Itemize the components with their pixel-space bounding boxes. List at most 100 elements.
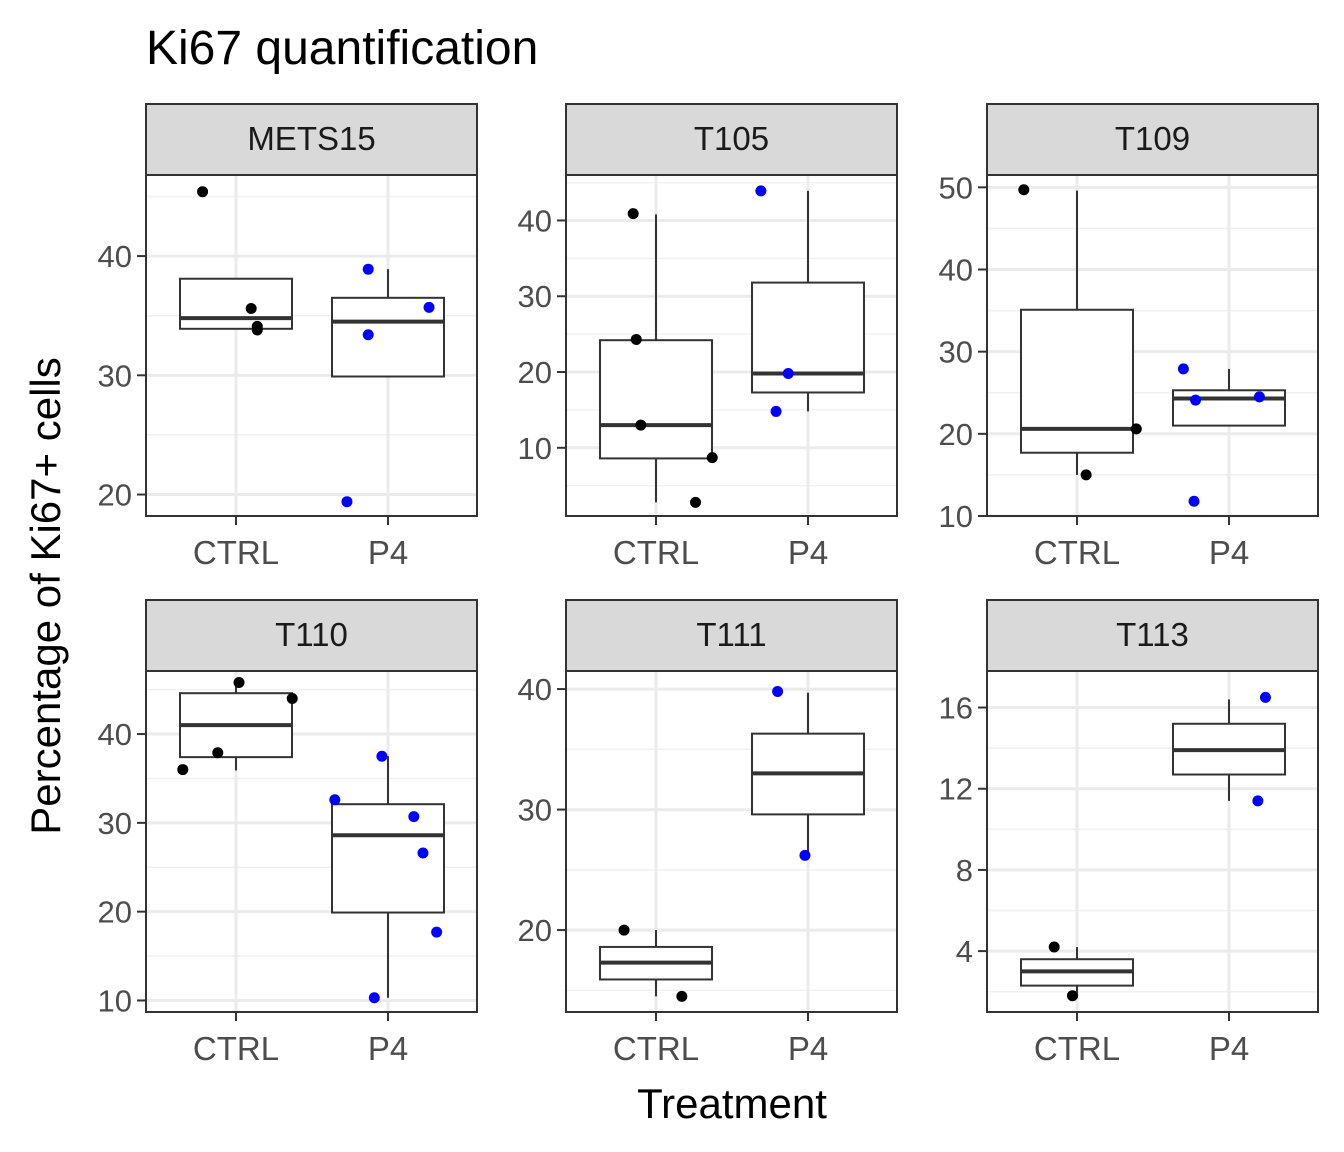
y-tick-label: 20 [98,478,132,513]
facet-strip [986,103,1319,176]
facet-label: T110 [275,616,348,653]
panel-border [565,670,898,1013]
facet-strip [145,103,478,176]
y-axis-label: Percentage of Ki67+ cells [22,357,69,834]
y-tick-label: 10 [939,499,973,534]
x-tick-label: P4 [788,1030,828,1067]
data-point [1177,363,1189,375]
panel-t109: T109 10 20 30 40 50 CTRL P4 [939,103,1319,571]
data-point [286,693,298,705]
x-tick-label: P4 [368,1030,408,1067]
data-point [799,849,811,861]
data-point [431,926,443,938]
data-point [368,992,380,1004]
data-point [627,208,639,220]
data-point [1190,394,1202,406]
box-p4 [751,190,865,412]
data-point [408,811,420,823]
box-p4 [331,756,445,998]
data-point [329,794,341,806]
x-tick-label: CTRL [613,534,699,571]
data-point [376,750,388,762]
y-tick-label: 40 [98,239,132,274]
data-point [245,303,257,315]
data-point [1018,184,1030,196]
data-point [362,263,374,275]
x-tick-label: CTRL [613,1030,699,1067]
data-point [630,333,642,345]
box-iqr [1020,308,1134,454]
y-tick-label: 20 [518,913,552,948]
facet-strip [565,103,898,176]
data-point [690,496,702,508]
facet-strip [565,599,898,672]
y-tick-label: 30 [939,335,973,370]
panel-t113: T113 4 8 12 16 CTRL P4 [939,599,1319,1067]
data-point [1253,391,1265,403]
panel-border [145,174,478,517]
y-tick-label: 40 [518,672,552,707]
panel-border [565,174,898,517]
box-ctrl [179,277,293,330]
panel-mets15: METS15 20 30 40 CTRL P4 [98,103,478,571]
data-point [676,990,688,1002]
data-point [1080,469,1092,481]
box-ctrl [599,214,713,503]
data-point [755,185,767,197]
box-p4 [1172,699,1286,801]
panel-t111: T111 20 30 40 CTRL P4 [518,599,898,1067]
facet-label: T113 [1116,616,1189,653]
y-tick-label: 30 [98,806,132,841]
facet-panels: METS15 20 30 40 CTRL P4 T105 10 20 30 40 CTRL P4 T109… [98,103,1319,1067]
facet-strip [986,599,1319,672]
x-tick-label: CTRL [193,534,279,571]
x-tick-label: P4 [788,534,828,571]
facet-label: T105 [694,120,769,157]
data-point [1252,795,1264,807]
y-tick-label: 10 [98,983,132,1018]
x-tick-label: P4 [368,534,408,571]
y-tick-label: 12 [939,772,973,807]
data-point [770,405,782,417]
y-tick-label: 30 [518,279,552,314]
panel-border [986,174,1319,517]
y-tick-label: 40 [518,203,552,238]
facet-label: T111 [696,616,766,653]
chart-title: Ki67 quantification [146,22,538,75]
x-tick-label: P4 [1209,1030,1249,1067]
panel-border [986,670,1319,1013]
y-tick-label: 20 [939,417,973,452]
box-p4 [751,692,865,856]
x-axis-label: Treatment [637,1080,827,1127]
y-tick-label: 4 [956,934,973,969]
box-iqr [1172,389,1286,427]
panel-t105: T105 10 20 30 40 CTRL P4 [518,103,898,571]
panel-t110: T110 10 20 30 40 CTRL P4 [98,599,478,1067]
box-ctrl [1020,947,1134,998]
data-point [1066,990,1078,1002]
box-iqr [751,281,865,394]
facet-strip [145,599,478,672]
data-point [618,924,630,936]
box-ctrl [1020,190,1134,475]
y-tick-label: 40 [98,717,132,752]
data-point [782,368,794,380]
box-ctrl [179,682,293,771]
y-tick-label: 50 [939,170,973,205]
data-point [1188,495,1200,507]
y-tick-label: 8 [956,853,973,888]
data-point [772,685,784,697]
data-point [233,677,245,689]
y-tick-label: 40 [939,252,973,287]
data-point [177,764,189,776]
facet-label: METS15 [247,120,375,157]
y-tick-label: 20 [518,355,552,390]
data-point [1130,423,1142,435]
data-point [362,329,374,341]
panel-border [145,670,478,1013]
facet-label: T109 [1115,120,1190,157]
x-tick-label: CTRL [193,1030,279,1067]
data-point [423,301,435,313]
box-ctrl [599,930,713,997]
